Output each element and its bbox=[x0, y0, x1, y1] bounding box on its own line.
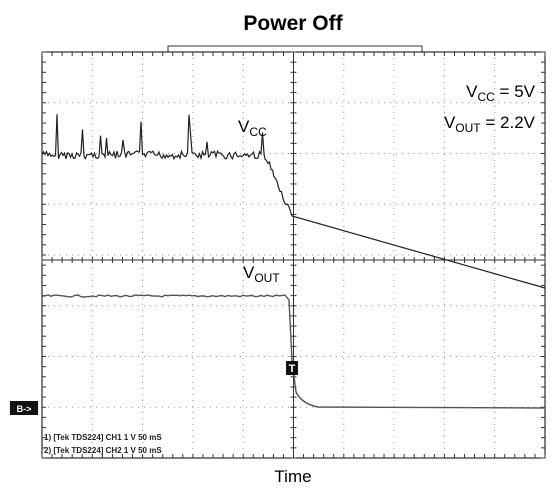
trace-sub: OUT bbox=[254, 271, 280, 285]
condition-rest: = 2.2V bbox=[481, 113, 536, 132]
title: Power Off bbox=[243, 12, 343, 35]
trace-main: V bbox=[243, 263, 255, 282]
trace-sub: CC bbox=[249, 125, 267, 139]
condition-sub: CC bbox=[477, 90, 495, 104]
condition-main: V bbox=[444, 113, 456, 132]
ground-marker: B-> bbox=[17, 404, 32, 414]
condition-rest: = 5V bbox=[495, 82, 536, 101]
status-line: 1) [Tek TDS224] CH1 1 V 50 mS bbox=[44, 433, 162, 442]
status-line: 2) [Tek TDS224] CH2 1 V 50 mS bbox=[44, 446, 162, 455]
condition-vcc: VCC = 5V bbox=[466, 82, 536, 104]
figure: Power Off VCC = 5V VOUT = 2.2V VCC VOUT … bbox=[0, 0, 552, 493]
trace-main: V bbox=[238, 117, 250, 136]
trigger-marker: T bbox=[289, 363, 296, 375]
x-label: Time bbox=[274, 467, 311, 486]
condition-main: V bbox=[466, 82, 478, 101]
condition-sub: OUT bbox=[455, 121, 481, 135]
